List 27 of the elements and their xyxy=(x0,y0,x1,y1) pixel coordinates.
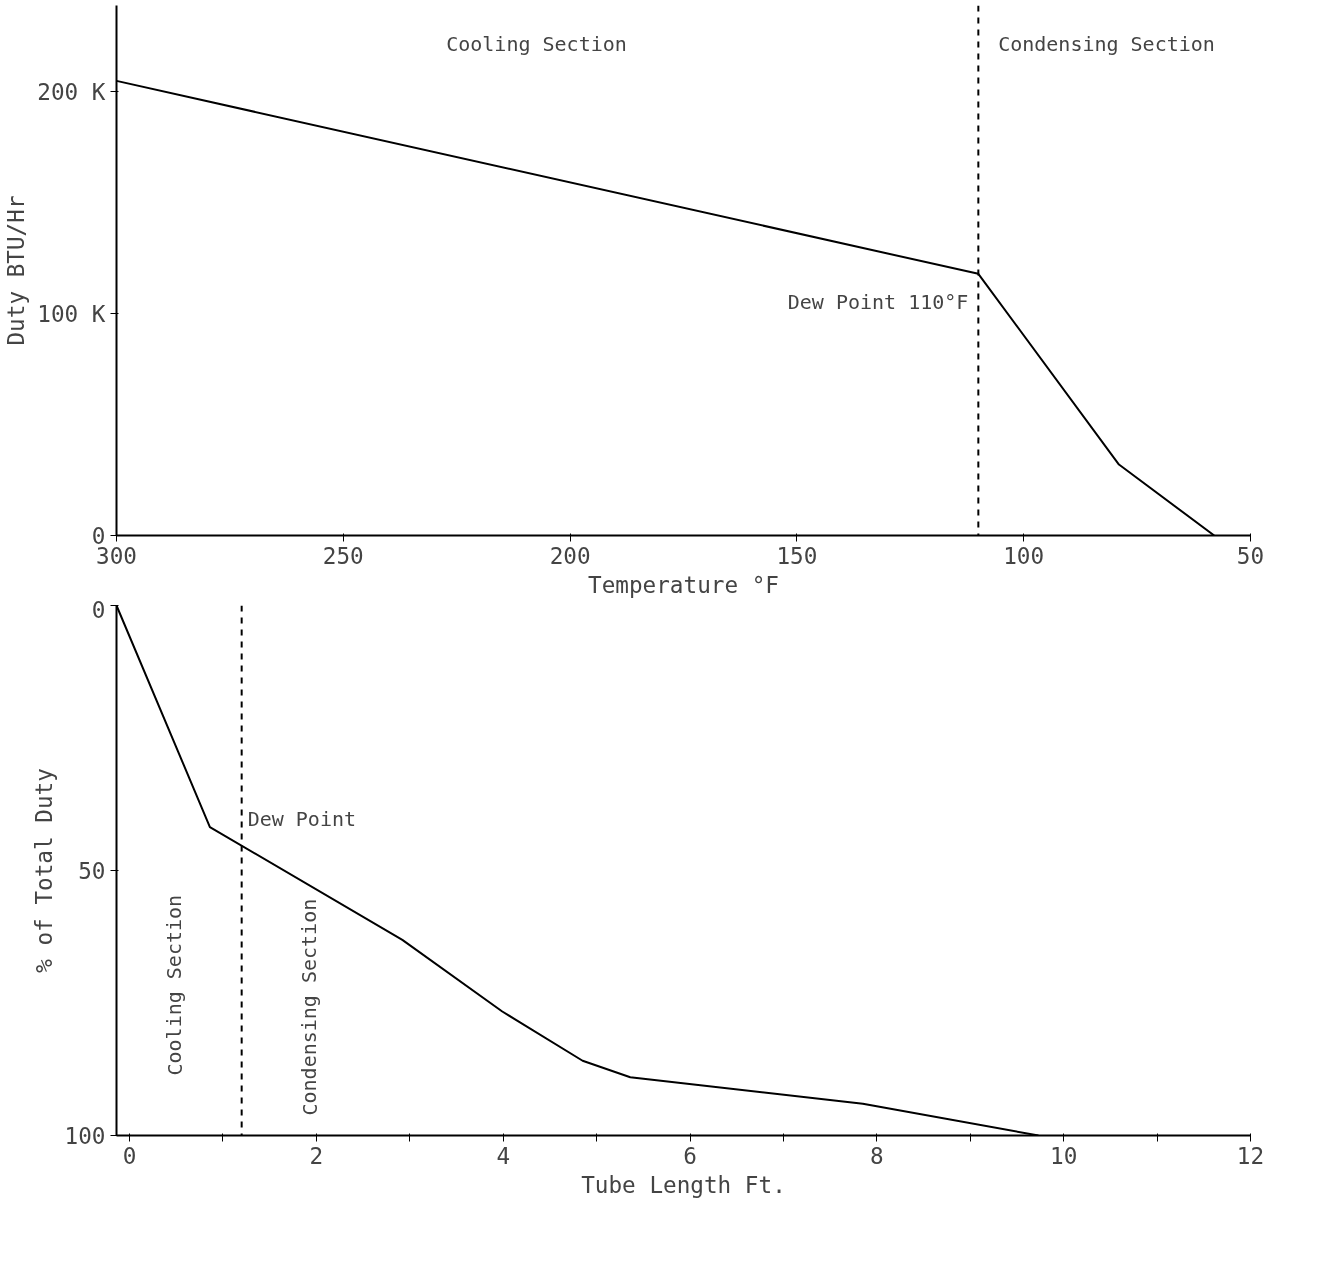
x-tick-label: 150 xyxy=(776,542,818,569)
annotation: Dew Point 110°F xyxy=(787,289,969,314)
annotation: Cooling Section xyxy=(446,31,627,56)
annotation: Dew Point xyxy=(247,806,357,831)
x-tick-label: 6 xyxy=(683,1142,697,1169)
x-tick-label: 100 xyxy=(1003,542,1045,569)
annotation: Condensing Section xyxy=(998,31,1215,56)
y-tick-label: 0 xyxy=(91,596,106,623)
x-tick-label: 0 xyxy=(122,1142,137,1169)
x-tick-label: 10 xyxy=(1050,1142,1078,1169)
x-tick-label: 4 xyxy=(496,1142,511,1169)
y-axis-title: % of Total Duty xyxy=(30,768,57,973)
x-tick-label: 250 xyxy=(322,542,364,569)
x-axis-title: Tube Length Ft. xyxy=(581,1171,786,1198)
x-axis-title: Temperature °F xyxy=(588,571,779,598)
y-tick-label: 100 K xyxy=(37,300,106,327)
x-tick-label: 2 xyxy=(309,1142,324,1169)
y-axis-title: Duty BTU/Hr xyxy=(3,195,30,346)
annotation: Cooling Section xyxy=(162,894,187,1076)
x-tick-label: 12 xyxy=(1236,1142,1265,1169)
x-tick-label: 8 xyxy=(870,1142,884,1169)
y-tick-label: 200 K xyxy=(37,78,106,105)
y-tick-label: 100 xyxy=(64,1123,106,1149)
y-tick-label: 50 xyxy=(78,858,106,884)
annotation: Condensing Section xyxy=(297,898,322,1116)
x-tick-label: 200 xyxy=(549,542,591,569)
x-tick-label: 50 xyxy=(1236,542,1265,569)
